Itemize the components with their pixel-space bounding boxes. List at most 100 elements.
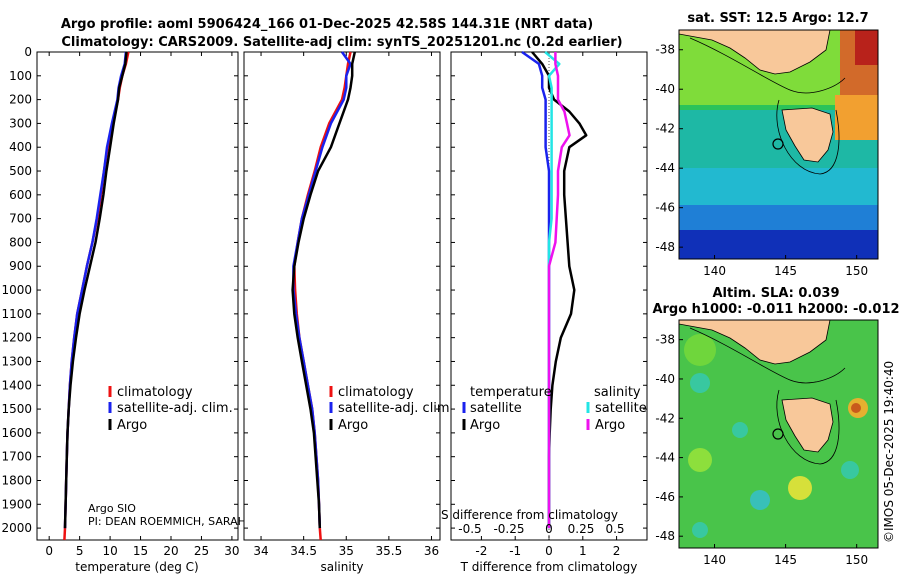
map-x-tick-label: 140	[703, 264, 726, 278]
x-tick-label: 34	[253, 544, 268, 558]
series-line-argo	[291, 51, 357, 529]
x-tick-label: 2	[613, 544, 621, 558]
difference-legend: temperature salinity satellite Argo sate…	[462, 385, 647, 433]
y-tick-label: 0	[24, 45, 32, 59]
y-tick-label: 1500	[1, 402, 32, 416]
map-y-tick-label: -46	[655, 490, 675, 504]
sla-map: Altim. SLA: 0.039 Argo h1000: -0.011 h20…	[652, 286, 899, 567]
series-line-argo	[63, 51, 128, 529]
sst-field	[679, 30, 878, 259]
map-y-tick-label: -40	[655, 372, 675, 386]
sla-field	[679, 320, 878, 548]
temperature-panel: 0100200300400500600700800900100011001200…	[1, 45, 245, 574]
y-tick-label: 1600	[1, 426, 32, 440]
y-tick-label: 1900	[1, 497, 32, 511]
x-tick-label: 20	[163, 544, 178, 558]
y-tick-label: 900	[9, 259, 32, 273]
temperature-x-label: temperature (deg C)	[75, 560, 198, 574]
map-x-tick-label: 140	[703, 553, 726, 567]
y-tick-label: 1100	[1, 307, 32, 321]
pi-label: PI: DEAN ROEMMICH, SARAH	[88, 515, 246, 528]
legend-salinity-header: salinity	[594, 385, 641, 400]
legend-climatology: climatology	[117, 385, 193, 400]
y-tick-label: 1300	[1, 354, 32, 368]
legend-satellite: satellite-adj. clim.	[117, 401, 233, 416]
x-tick-label: 34.5	[290, 544, 317, 558]
salinity-legend: climatology satellite-adj. clim. Argo	[329, 385, 454, 433]
y-tick-label: 1400	[1, 378, 32, 392]
y-tick-label: 500	[9, 164, 32, 178]
map-y-tick-label: -46	[655, 201, 675, 215]
sst-map-title: sat. SST: 12.5 Argo: 12.7	[687, 11, 868, 26]
institution-label: Argo SIO	[88, 502, 136, 515]
overlay-tick: 0.5	[605, 522, 624, 536]
x-tick-label: 15	[133, 544, 148, 558]
x-tick-label: 35.5	[376, 544, 403, 558]
temperature-axes-frame	[36, 51, 239, 541]
map-y-tick-label: -42	[655, 122, 675, 136]
y-tick-label: 2000	[1, 521, 32, 535]
y-tick-label: 300	[9, 116, 32, 130]
tasmania	[781, 107, 834, 163]
map-y-tick-label: -40	[655, 82, 675, 96]
overlay-tick: 0	[545, 522, 553, 536]
x-tick-label: 5	[76, 544, 84, 558]
map-y-tick-label: -44	[655, 161, 675, 175]
legend-argo: Argo	[338, 418, 368, 433]
sla-map-title-2: Argo h1000: -0.011 h2000: -0.012	[652, 302, 899, 317]
overlay-axis-label: S difference from climatology	[441, 508, 618, 522]
legend-sal-satellite: satellite	[595, 401, 647, 416]
map-y-tick-label: -38	[655, 333, 675, 347]
overlay-tick: -0.5	[458, 522, 481, 536]
overlay-tick: 0.25	[568, 522, 595, 536]
map-x-tick-label: 145	[774, 553, 797, 567]
y-tick-label: 1800	[1, 473, 32, 487]
map-y-tick-label: -42	[655, 411, 675, 425]
x-tick-label: 10	[102, 544, 117, 558]
temperature-legend: climatology satellite-adj. clim. Argo	[108, 385, 233, 433]
legend-temp-satellite: satellite	[470, 401, 522, 416]
map-y-tick-label: -38	[655, 43, 675, 57]
map-y-tick-label: -48	[655, 240, 675, 254]
x-tick-label: 25	[194, 544, 209, 558]
map-y-tick-label: -44	[655, 451, 675, 465]
title-line-2: Climatology: CARS2009. Satellite-adj cli…	[61, 35, 622, 50]
sla-map-title-1: Altim. SLA: 0.039	[713, 286, 840, 301]
map-x-tick-label: 150	[845, 264, 868, 278]
x-tick-label: 35	[339, 544, 354, 558]
y-tick-label: 100	[9, 69, 32, 83]
title-line-1: Argo profile: aoml 5906424_166 01-Dec-20…	[61, 17, 593, 32]
x-tick-label: -1	[509, 544, 521, 558]
legend-temperature-header: temperature	[470, 385, 552, 400]
y-tick-label: 600	[9, 188, 32, 202]
argo-location-marker	[772, 138, 784, 150]
y-tick-label: 200	[9, 93, 32, 107]
legend-temp-argo: Argo	[470, 418, 500, 433]
map-x-tick-label: 145	[774, 264, 797, 278]
y-tick-label: 1200	[1, 331, 32, 345]
salinity-x-label: salinity	[320, 560, 363, 574]
legend-satellite: satellite-adj. clim.	[338, 401, 454, 416]
salinity-panel: 34 34.5 35 35.5 36 salinity climatology sate…	[243, 51, 454, 574]
salinity-difference-overlay-axis: S difference from climatology -0.5 -0.25…	[441, 508, 625, 536]
map-x-tick-label: 150	[845, 553, 868, 567]
x-tick-label: 36	[424, 544, 439, 558]
x-tick-label: 30	[224, 544, 239, 558]
difference-panel: -2 -1 0 1 2 T difference from climatology S …	[441, 50, 648, 574]
x-tick-label: -2	[475, 544, 487, 558]
x-tick-label: 1	[579, 544, 587, 558]
legend-argo: Argo	[117, 418, 147, 433]
x-tick-label: 0	[545, 544, 553, 558]
salinity-axes-frame	[243, 51, 441, 541]
overlay-tick: -0.25	[493, 522, 524, 536]
series-line-salinity-argo	[547, 52, 571, 529]
y-tick-label: 1700	[1, 450, 32, 464]
y-tick-label: 700	[9, 212, 32, 226]
footer-credit: ©IMOS 05-Dec-2025 19:40:40	[882, 361, 896, 543]
legend-sal-argo: Argo	[595, 418, 625, 433]
y-tick-label: 800	[9, 235, 32, 249]
mainland-coast	[679, 30, 831, 75]
y-tick-label: 400	[9, 140, 32, 154]
argo-location-marker	[772, 428, 784, 440]
